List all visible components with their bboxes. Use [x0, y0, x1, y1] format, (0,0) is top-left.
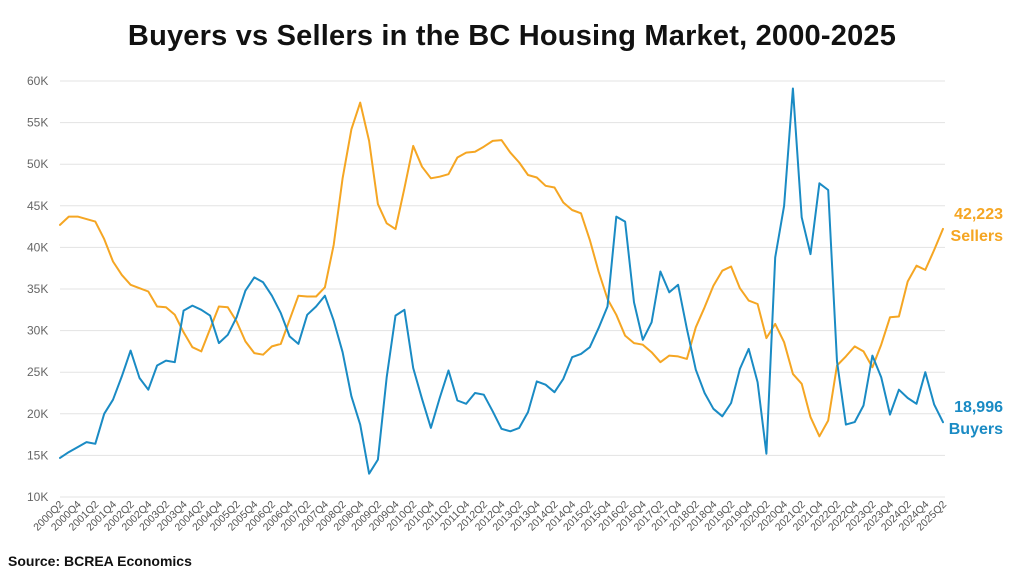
- y-tick-label: 35K: [27, 282, 48, 296]
- series-name-label-sellers: Sellers: [951, 228, 1004, 245]
- y-tick-label: 25K: [27, 365, 48, 379]
- y-tick-label: 50K: [27, 157, 48, 171]
- series-line-buyers: [59, 87, 944, 475]
- end-labels: 42,223 Sellers 18,996 Buyers: [949, 206, 1003, 438]
- y-tick-label: 55K: [27, 116, 48, 130]
- y-tick-label: 10K: [27, 490, 48, 504]
- y-tick-label: 20K: [27, 407, 48, 421]
- end-value-label-sellers: 42,223: [954, 206, 1003, 223]
- y-tick-label: 45K: [27, 199, 48, 213]
- y-tick-label: 30K: [27, 324, 48, 338]
- y-axis-ticks: 10K 15K 20K 25K 30K 35K 40K 45K 50K 55K 60K: [27, 74, 48, 504]
- chart-title: Buyers vs Sellers in the BC Housing Mark…: [127, 20, 897, 52]
- source-note: Source: BCREA Economics: [8, 553, 192, 569]
- end-value-label-buyers: 18,996: [954, 399, 1003, 416]
- series-name-label-buyers: Buyers: [949, 421, 1003, 438]
- y-tick-label: 40K: [27, 240, 48, 254]
- series-line-sellers: [59, 101, 944, 438]
- series-lines: [59, 87, 944, 475]
- grid-lines: [60, 80, 945, 498]
- y-tick-label: 60K: [27, 74, 48, 88]
- y-tick-label: 15K: [27, 448, 48, 462]
- x-axis-ticks: 2000Q22000Q42001Q22001Q42002Q22002Q42003…: [31, 499, 949, 534]
